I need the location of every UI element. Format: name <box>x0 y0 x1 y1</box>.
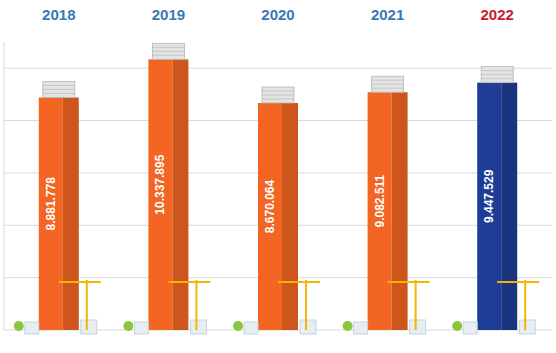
category-label: 2021 <box>371 6 404 23</box>
ground-building <box>190 320 206 334</box>
crane <box>388 281 430 283</box>
labels: 8.881.778 2018 10.337.895 2019 8.670.064 2020… <box>42 6 514 233</box>
decorations <box>14 43 539 334</box>
bar-side <box>63 97 79 330</box>
grid-line <box>4 68 552 69</box>
crane <box>168 281 210 283</box>
roof-building-line <box>372 80 404 81</box>
roof-building <box>262 87 294 103</box>
data-label: 8.881.778 <box>44 177 58 231</box>
ground-building <box>244 322 258 334</box>
bar-side <box>392 92 408 330</box>
roof-building-line <box>152 47 184 48</box>
axis-line <box>4 42 5 330</box>
tree <box>14 321 24 331</box>
bar-front <box>477 83 501 330</box>
crane <box>524 280 526 330</box>
bar-side <box>172 59 188 330</box>
bar-front <box>39 97 63 330</box>
bar-side <box>282 103 298 330</box>
category-label: 2018 <box>42 6 75 23</box>
tree <box>452 321 462 331</box>
ground-building <box>81 320 97 334</box>
ground-building <box>410 320 426 334</box>
crane <box>497 281 539 283</box>
chart: 8.881.778 2018 10.337.895 2019 8.670.064 2020… <box>0 0 556 353</box>
ground-building <box>519 320 535 334</box>
tree <box>123 321 133 331</box>
roof-building <box>372 76 404 92</box>
bar-side <box>501 83 517 330</box>
roof-building-line <box>372 88 404 89</box>
roof-building-line <box>481 78 513 79</box>
roof-building-line <box>43 85 75 86</box>
roof-building-line <box>262 91 294 92</box>
roof-building <box>152 43 184 59</box>
roof-building-line <box>152 51 184 52</box>
category-label: 2020 <box>261 6 294 23</box>
crane <box>86 280 88 330</box>
crane <box>195 280 197 330</box>
roof-building <box>481 67 513 83</box>
ground-building <box>354 322 368 334</box>
data-label: 8.670.064 <box>263 179 277 233</box>
roof-building-line <box>152 55 184 56</box>
data-label: 10.337.895 <box>153 154 167 214</box>
tree <box>233 321 243 331</box>
ground-building <box>300 320 316 334</box>
ground-building <box>463 322 477 334</box>
roof-building-line <box>43 89 75 90</box>
roof-building-line <box>43 93 75 94</box>
roof-building-line <box>262 99 294 100</box>
category-label: 2022 <box>481 6 514 23</box>
roof-building <box>43 81 75 97</box>
ground-building <box>134 322 148 334</box>
crane <box>415 280 417 330</box>
bar-front <box>368 92 392 330</box>
category-label: 2019 <box>152 6 185 23</box>
roof-building-line <box>262 95 294 96</box>
bar-front <box>148 59 172 330</box>
ground-building <box>25 322 39 334</box>
roof-building-line <box>481 70 513 71</box>
crane <box>305 280 307 330</box>
roof-building-line <box>481 74 513 75</box>
crane <box>59 281 101 283</box>
crane <box>278 281 320 283</box>
data-label: 9.447.529 <box>482 169 496 223</box>
bar-front <box>258 103 282 330</box>
tree <box>343 321 353 331</box>
roof-building-line <box>372 84 404 85</box>
bars <box>39 59 517 330</box>
data-label: 9.082.511 <box>373 174 387 227</box>
